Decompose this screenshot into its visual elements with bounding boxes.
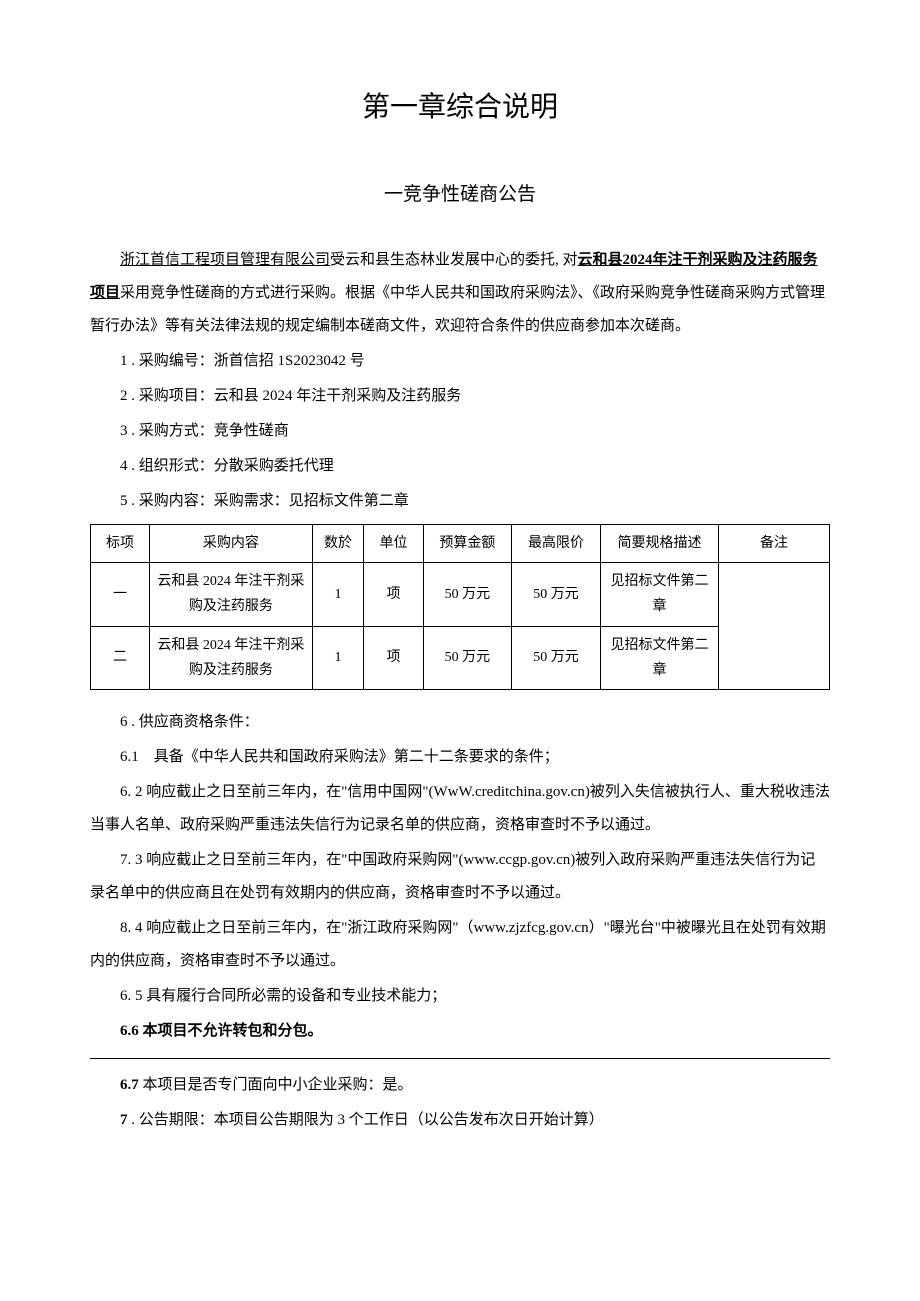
item-3: 3 . 采购方式：竞争性磋商 [90,415,830,448]
th-biao: 标项 [91,525,150,563]
item-7: 7 . 公告期限：本项目公告期限为 3 个工作日（以公告发布次日开始计算） [90,1104,830,1137]
th-content: 采购内容 [150,525,313,563]
item-6-6-prefix: 6.6 [120,1023,143,1039]
th-spec: 简要规格描述 [600,525,718,563]
td-spec-2: 见招标文件第二章 [600,626,718,689]
item-6-7-text: 本项目是否专门面向中小企业采购：是。 [143,1077,413,1093]
intro-rest: 采用竞争性磋商的方式进行采购。根据《中华人民共和国政府采购法》、《政府采购竞争性… [90,285,825,334]
item-7-text: . 公告期限：本项目公告期限为 3 个工作日（以公告发布次日开始计算） [128,1112,604,1128]
item-4: 4 . 组织形式：分散采购委托代理 [90,450,830,483]
td-biao-1: 一 [91,563,150,626]
table-row: 一 云和县 2024 年注干剂采购及注药服务 1 项 50 万元 50 万元 见… [91,563,830,626]
procurement-table: 标项 采购内容 数於 单位 预算金额 最高限价 简要规格描述 备注 一 云和县 … [90,524,830,690]
td-unit-2: 项 [364,626,423,689]
item-6-6: 6.6 本项目不允许转包和分包。 [90,1015,830,1048]
item-6-5: 6. 5 具有履行合同所必需的设备和专业技术能力； [90,980,830,1013]
th-remark: 备注 [719,525,830,563]
item-1: 1 . 采购编号：浙首信招 1S2023042 号 [90,345,830,378]
table-header-row: 标项 采购内容 数於 单位 预算金额 最高限价 简要规格描述 备注 [91,525,830,563]
item-6-7-prefix: 6.7 [120,1077,143,1093]
td-content-1: 云和县 2024 年注干剂采购及注药服务 [150,563,313,626]
item-6-2: 6. 2 响应截止之日至前三年内，在"信用中国网"(WwW.creditchin… [90,776,830,842]
td-biao-2: 二 [91,626,150,689]
th-unit: 单位 [364,525,423,563]
td-qty-2: 1 [312,626,364,689]
intro-paragraph: 浙江首信工程项目管理有限公司受云和县生态林业发展中心的委托, 对云和县2024年… [90,244,830,343]
td-ceiling-1: 50 万元 [512,563,601,626]
td-remark [719,563,830,690]
divider-line [90,1058,830,1059]
td-qty-1: 1 [312,563,364,626]
td-budget-1: 50 万元 [423,563,512,626]
chapter-title: 第一章综合说明 [90,80,830,136]
item-2: 2 . 采购项目：云和县 2024 年注干剂采购及注药服务 [90,380,830,413]
th-qty: 数於 [312,525,364,563]
item-8-4: 8. 4 响应截止之日至前三年内，在"浙江政府采购网"（www.zjzfcg.g… [90,912,830,978]
td-spec-1: 见招标文件第二章 [600,563,718,626]
item-5: 5 . 采购内容：采购需求：见招标文件第二章 [90,485,830,518]
intro-mid: 受云和县生态林业发展中心的委托, 对 [330,252,578,268]
td-budget-2: 50 万元 [423,626,512,689]
td-content-2: 云和县 2024 年注干剂采购及注药服务 [150,626,313,689]
th-ceiling: 最高限价 [512,525,601,563]
td-unit-1: 项 [364,563,423,626]
section-title: 一竞争性磋商公告 [90,176,830,214]
agent-name: 浙江首信工程项目管理有限公司 [120,252,330,268]
item-6: 6 . 供应商资格条件： [90,706,830,739]
item-7-3: 7. 3 响应截止之日至前三年内，在"中国政府采购网"(www.ccgp.gov… [90,844,830,910]
item-6-1: 6.1 具备《中华人民共和国政府采购法》第二十二条要求的条件； [90,741,830,774]
th-budget: 预算金额 [423,525,512,563]
td-ceiling-2: 50 万元 [512,626,601,689]
item-6-7: 6.7 本项目是否专门面向中小企业采购：是。 [90,1069,830,1102]
item-6-6-text: 本项目不允许转包和分包。 [143,1023,323,1039]
item-7-num: 7 [120,1112,128,1128]
